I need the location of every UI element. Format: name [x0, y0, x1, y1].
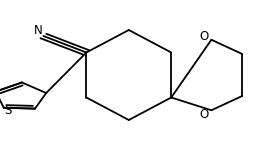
- Text: N: N: [34, 24, 43, 36]
- Text: O: O: [200, 30, 209, 42]
- Text: S: S: [4, 104, 11, 117]
- Text: O: O: [200, 108, 209, 120]
